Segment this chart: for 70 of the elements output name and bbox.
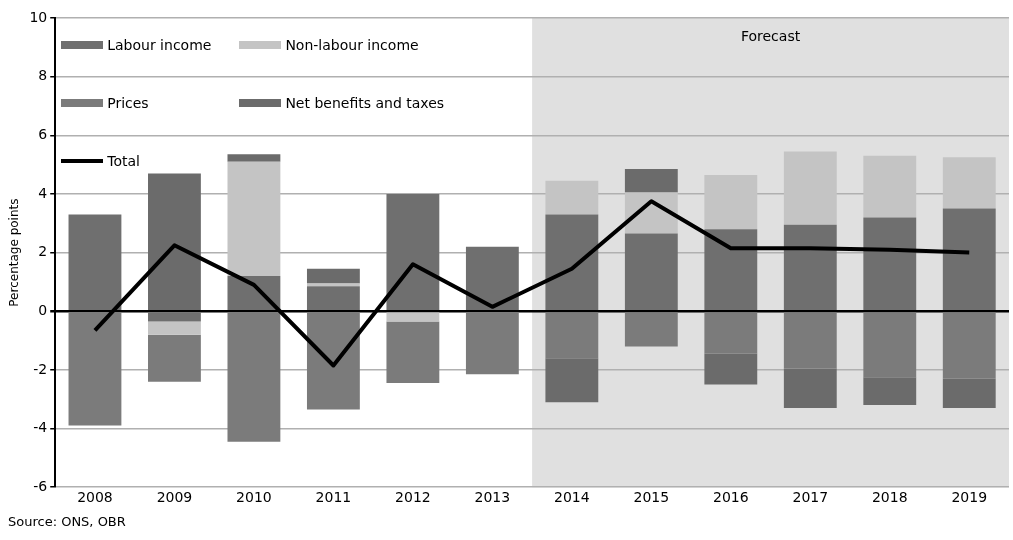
bar [545,180,599,215]
bar [227,154,281,162]
bar [942,312,996,379]
bar [704,353,758,385]
bar [624,169,678,193]
x-tick-label: 2013 [474,489,511,506]
y-tick-label: -2 [33,360,48,377]
bar [465,312,519,375]
bar [863,155,917,218]
bar [306,268,360,284]
legend-label: Total [107,153,140,169]
bar [148,312,201,322]
source-note: Source: ONS, OBR [8,514,126,529]
bar [227,312,281,442]
legend-label: Prices [107,95,149,111]
x-tick-label: 2010 [236,489,272,506]
y-tick-label: -4 [33,419,48,436]
legend-label: Net benefits and taxes [285,95,445,111]
x-tick-label: 2012 [395,489,431,506]
bar [545,312,599,359]
bar [386,312,440,322]
y-tick-label: 4 [38,184,48,201]
bar [942,157,996,209]
bar [306,312,360,410]
x-tick-label: 2017 [792,489,829,506]
y-tick-label: 6 [38,125,48,142]
bar [783,368,837,409]
x-tick-label: 2018 [871,489,908,506]
bar [148,334,201,382]
band-label: Forecast [740,27,801,44]
y-tick-label: 10 [29,8,48,25]
bar [704,174,758,230]
bar [306,283,360,287]
bar [942,208,996,310]
x-tick-label: 2011 [315,489,352,506]
bar [148,321,201,335]
bar [783,151,837,225]
bar [704,312,758,354]
bar [227,161,281,277]
bar [624,312,678,347]
bar [465,246,519,310]
x-tick-label: 2016 [712,489,749,506]
bar [863,217,917,310]
y-tick-label: 0 [38,301,48,318]
x-tick-label: 2009 [156,489,193,506]
bar [148,173,201,310]
legend-label: Non-labour income [285,37,419,53]
bar [863,377,917,406]
bar [545,358,599,403]
bar [68,214,122,310]
bar [783,312,837,369]
x-tick-label: 2019 [951,489,988,506]
bar [68,312,122,426]
x-tick-label: 2014 [554,489,590,506]
bar [704,229,758,310]
legend-label: Labour income [107,37,212,53]
y-tick-label: 8 [38,67,48,84]
y-axis-title: Percentage points [7,198,22,307]
bar [863,312,917,378]
y-tick-label: -6 [33,477,48,494]
bar [386,321,440,384]
y-tick-label: 2 [38,243,48,260]
x-tick-label: 2015 [633,489,670,506]
bar [306,286,360,310]
x-tick-label: 2008 [77,489,113,506]
bar [545,214,599,310]
bar [386,193,440,310]
bar [783,224,837,310]
bar [942,378,996,409]
bar [624,233,678,310]
